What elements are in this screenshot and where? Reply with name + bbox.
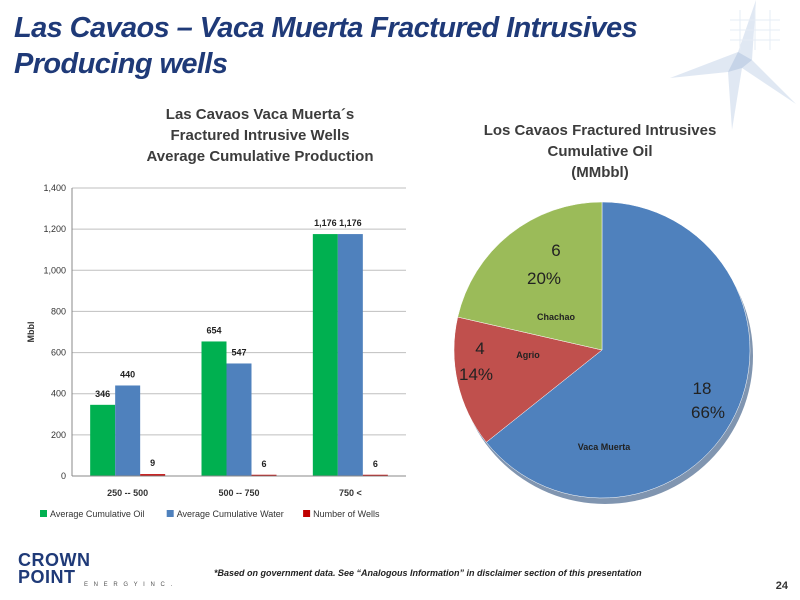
data-label: 346 bbox=[95, 389, 110, 399]
pie-chart-title-line: (MMbbl) bbox=[571, 164, 629, 181]
bar-chart-title-line: Average Cumulative Production bbox=[146, 148, 374, 165]
bar-chart-title-line: Las Cavaos Vaca Muerta´s bbox=[165, 106, 355, 123]
crown-point-logo: CROWN POINT E N E R G Y I N C . bbox=[18, 550, 172, 588]
data-label: 440 bbox=[120, 369, 135, 379]
pie-percent-label: 14% bbox=[459, 365, 493, 384]
legend-entry: Average Cumulative Water bbox=[177, 509, 284, 519]
pie-slice-name: Vaca Muerta bbox=[578, 442, 632, 452]
y-tick-label: 1,400 bbox=[43, 183, 66, 193]
y-axis-label: Mbbl bbox=[26, 322, 36, 343]
x-tick-label: 500 -- 750 bbox=[218, 488, 259, 498]
bar bbox=[251, 474, 277, 476]
pie-value-label: 4 bbox=[475, 339, 484, 358]
bar bbox=[312, 234, 338, 476]
pie-chart-title-line: Los Cavaos Fractured Intrusives bbox=[483, 122, 717, 139]
legend-swatch bbox=[166, 510, 174, 517]
bar-chart: 0 200 400 600 800 1,000 1,200 1,400 Mbbl 346 440 9 2… bbox=[26, 183, 406, 519]
data-label: 9 bbox=[150, 458, 155, 468]
bar bbox=[90, 404, 116, 476]
data-label: 654 bbox=[206, 325, 221, 335]
data-label: 6 bbox=[373, 459, 378, 469]
bar bbox=[362, 474, 388, 476]
logo-line-1: CROWN bbox=[18, 550, 91, 570]
pie-slice bbox=[485, 201, 751, 499]
bar bbox=[337, 234, 363, 476]
x-tick-label: 750 < bbox=[339, 488, 362, 498]
bar-chart-title-line: Fractured Intrusive Wells bbox=[170, 127, 350, 144]
y-tick-label: 1,200 bbox=[43, 224, 66, 234]
pie-value-label: 18 bbox=[693, 379, 712, 398]
x-tick-label: 250 -- 500 bbox=[107, 488, 148, 498]
bar bbox=[201, 341, 227, 476]
pie-slice-name: Agrio bbox=[516, 350, 540, 360]
logo-line-3: E N E R G Y I N C . bbox=[84, 582, 175, 588]
compass-star-logo-icon bbox=[670, 0, 796, 130]
data-label: 6 bbox=[261, 459, 266, 469]
y-tick-label: 1,000 bbox=[43, 265, 66, 275]
data-label: 1,176 bbox=[314, 218, 337, 228]
y-tick-label: 200 bbox=[51, 430, 66, 440]
legend-entry: Number of Wells bbox=[313, 509, 380, 519]
pie-chart: 18 66% Vaca Muerta 4 14% Agrio 6 20% Chachao bbox=[453, 201, 753, 504]
logo-line-2: POINT bbox=[18, 567, 76, 587]
data-label: 547 bbox=[231, 347, 246, 357]
pie-slice-name: Chachao bbox=[537, 312, 576, 322]
footnote: *Based on government data. See “Analogou… bbox=[214, 568, 642, 578]
pie-chart-title: Los Cavaos Fractured Intrusives Cumulati… bbox=[430, 120, 770, 183]
bar bbox=[115, 385, 141, 476]
page-number: 24 bbox=[775, 580, 788, 592]
data-label: 1,176 bbox=[339, 218, 362, 228]
legend-swatch bbox=[303, 510, 311, 517]
bar bbox=[140, 474, 166, 476]
pie-slice bbox=[457, 201, 603, 351]
pie-slice bbox=[453, 316, 603, 443]
pie-percent-label: 66% bbox=[691, 403, 725, 422]
slide-title: Las Cavaos – Vaca Muerta Fractured Intru… bbox=[14, 12, 638, 80]
y-tick-label: 400 bbox=[51, 389, 66, 399]
bar bbox=[226, 363, 252, 476]
bar-chart-title: Las Cavaos Vaca Muerta´s Fractured Intru… bbox=[60, 104, 460, 167]
pie-value-label: 6 bbox=[551, 241, 560, 260]
y-tick-label: 600 bbox=[51, 348, 66, 358]
y-tick-label: 800 bbox=[51, 306, 66, 316]
legend-swatch bbox=[40, 510, 47, 517]
legend-entry: Average Cumulative Oil bbox=[50, 509, 144, 519]
pie-chart-title-line: Cumulative Oil bbox=[547, 143, 653, 160]
y-tick-label: 0 bbox=[61, 471, 66, 481]
pie-percent-label: 20% bbox=[527, 269, 561, 288]
